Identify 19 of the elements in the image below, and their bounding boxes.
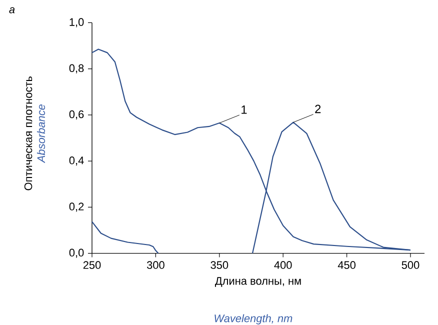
y-tick-label: 1,0: [70, 18, 84, 28]
annotation: 1: [242, 106, 247, 114]
x-tick-label: 300: [146, 261, 164, 269]
x-tick-label: 250: [83, 261, 101, 269]
text: Absorbance: [36, 104, 46, 164]
text: a: [9, 7, 15, 14]
y-tick-label: 0,2: [69, 202, 84, 212]
y-axis-title: Оптическая плотность: [24, 76, 32, 190]
y-tick-label: 0,4: [69, 156, 84, 166]
x-tick-label: 450: [338, 261, 356, 269]
annotation: 2: [315, 104, 321, 114]
x-tick-label: 500: [402, 261, 420, 269]
x-tick-label: 400: [274, 261, 292, 269]
text: Wavelength, nm: [214, 314, 292, 324]
x-tick-label: 350: [210, 261, 228, 269]
y-tick-label: 0,8: [69, 64, 84, 74]
y-tick-label: 0,6: [69, 110, 84, 120]
y-tick-label: 0,0: [69, 248, 84, 258]
x-axis-title: Длина волны, нм: [214, 277, 301, 287]
